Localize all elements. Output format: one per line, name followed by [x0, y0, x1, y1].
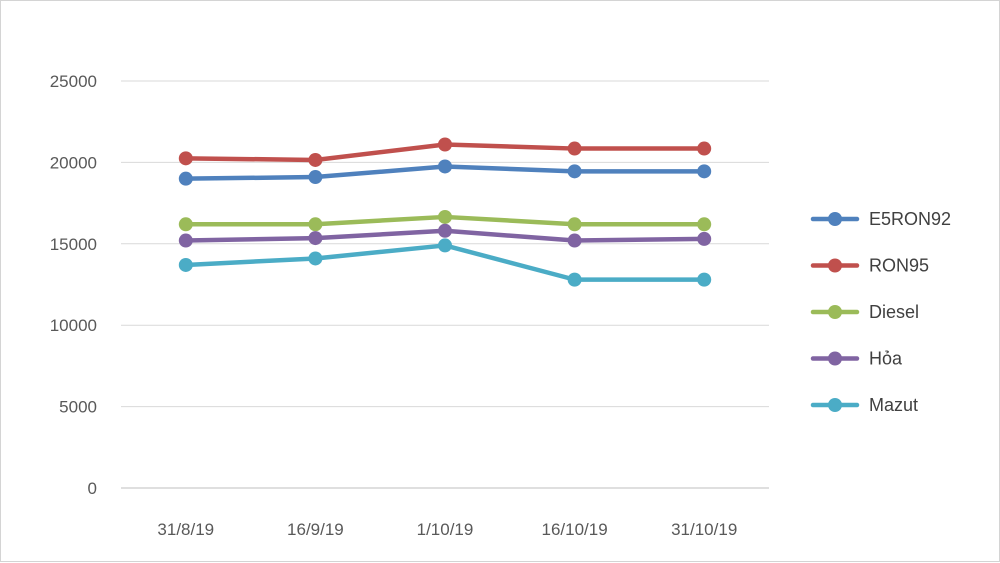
x-tick-label: 31/8/19	[157, 520, 214, 539]
data-point-e5ron92	[697, 164, 712, 179]
y-tick-label: 15000	[50, 235, 97, 254]
data-point-hoa	[308, 231, 323, 246]
legend-item-mazut: Mazut	[810, 395, 918, 415]
legend-item-hoa: Hỏa	[810, 349, 903, 369]
x-tick-label: 1/10/19	[417, 520, 474, 539]
y-tick-label: 0	[88, 479, 97, 498]
series-lines	[178, 137, 712, 287]
data-point-mazut	[308, 251, 323, 266]
legend-item-e5ron92: E5RON92	[810, 209, 951, 229]
data-point-ron95	[308, 152, 323, 167]
legend-swatch-marker	[828, 398, 842, 412]
y-axis: 0 5000 10000 15000 20000 25000	[50, 72, 97, 498]
legend-label: RON95	[869, 256, 929, 276]
data-point-mazut	[438, 238, 452, 253]
x-tick-label: 31/10/19	[671, 520, 737, 539]
legend-swatch-marker	[828, 258, 842, 273]
legend-item-diesel: Diesel	[810, 302, 919, 322]
y-tick-label: 25000	[50, 72, 97, 91]
data-point-diesel	[438, 209, 452, 224]
legend-swatch-marker	[828, 305, 842, 319]
data-point-e5ron92	[438, 159, 452, 174]
data-point-e5ron92	[308, 170, 323, 185]
data-point-hoa	[438, 223, 452, 238]
legend: E5RON92 RON95 Diesel Hỏa Mazut	[810, 209, 951, 415]
series-e5ron92	[178, 159, 712, 186]
x-tick-label: 16/9/19	[287, 520, 344, 539]
data-point-ron95	[438, 137, 452, 152]
data-point-diesel	[178, 217, 193, 232]
x-axis: 31/8/19 16/9/19 1/10/19 16/10/19 31/10/19	[157, 520, 737, 539]
data-point-ron95	[697, 141, 712, 156]
series-diesel	[178, 209, 712, 232]
data-point-hoa	[697, 231, 712, 246]
legend-label: Mazut	[869, 395, 918, 415]
series-ron95	[178, 137, 712, 167]
data-point-e5ron92	[567, 164, 582, 179]
legend-label: Hỏa	[869, 349, 903, 369]
legend-item-ron95: RON95	[810, 256, 929, 276]
data-point-diesel	[567, 217, 582, 232]
legend-label: E5RON92	[869, 209, 951, 229]
data-point-diesel	[308, 217, 323, 232]
data-point-mazut	[697, 272, 712, 287]
y-tick-label: 10000	[50, 316, 97, 335]
legend-swatch-marker	[828, 351, 842, 366]
data-point-e5ron92	[178, 171, 193, 186]
x-tick-label: 16/10/19	[542, 520, 608, 539]
data-point-hoa	[567, 233, 582, 248]
y-tick-label: 5000	[59, 398, 97, 417]
data-point-diesel	[697, 217, 712, 232]
legend-label: Diesel	[869, 302, 919, 322]
legend-swatch-marker	[828, 212, 842, 226]
data-point-hoa	[178, 233, 193, 248]
data-point-ron95	[178, 151, 193, 166]
series-hoa	[178, 223, 712, 248]
y-tick-label: 20000	[50, 153, 97, 172]
data-point-mazut	[178, 257, 193, 272]
series-mazut	[178, 238, 712, 287]
data-point-mazut	[567, 272, 582, 287]
data-point-ron95	[567, 141, 582, 156]
